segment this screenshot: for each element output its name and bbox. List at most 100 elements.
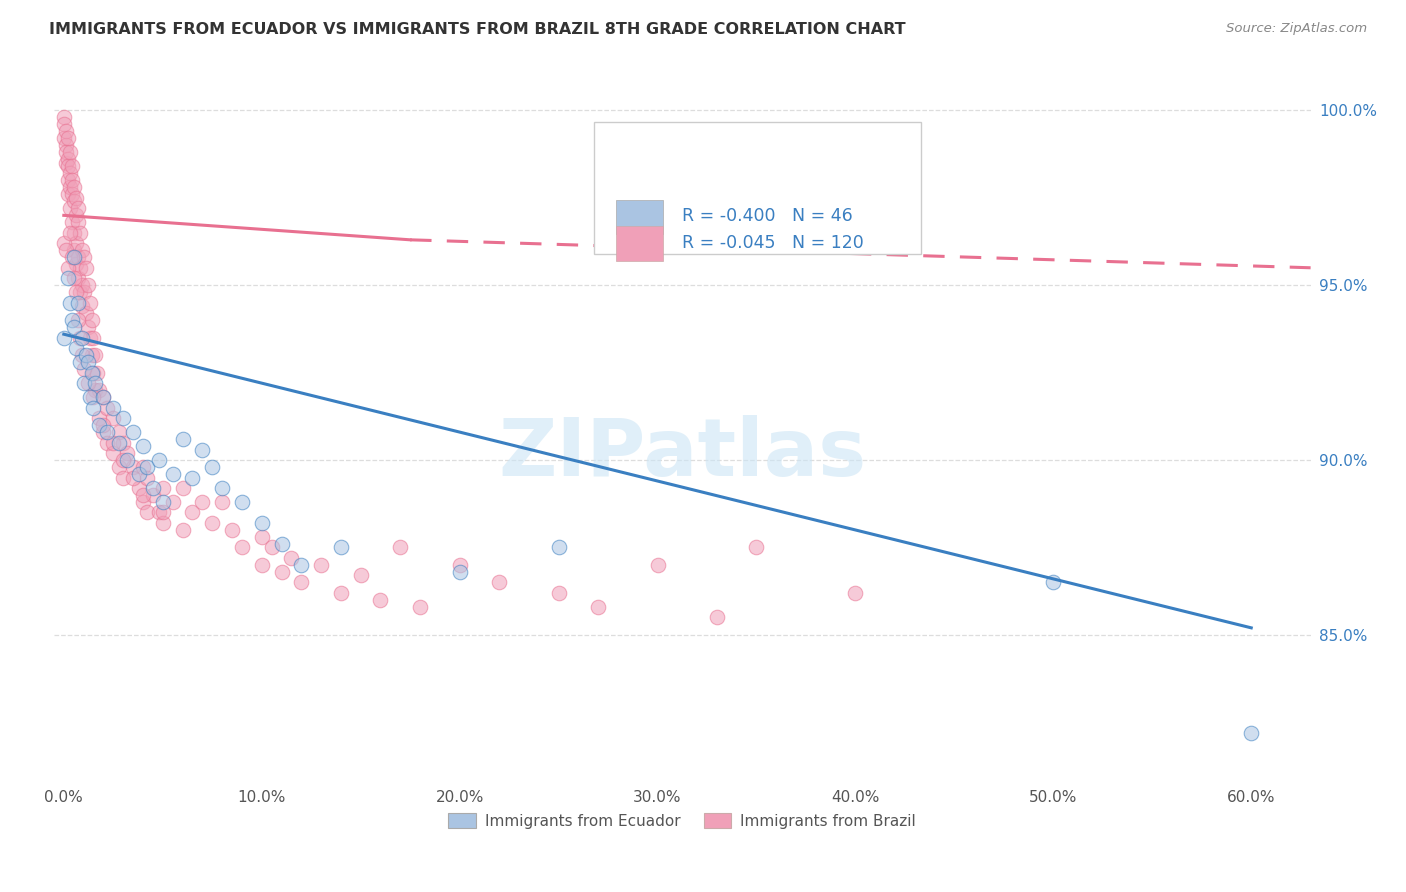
Point [60, 215, 83, 229]
Point [128, 481, 150, 495]
Point [62, 320, 84, 334]
Point [211, 481, 233, 495]
Point [72, 376, 94, 391]
Point [75, 260, 97, 275]
Point [59, 180, 82, 194]
Point [745, 541, 768, 555]
Point [70, 244, 93, 258]
Point [122, 460, 145, 475]
Point [65, 191, 87, 205]
Point [62, 271, 84, 285]
Point [69, 355, 91, 369]
Point [82, 390, 104, 404]
Point [65, 257, 87, 271]
Point [389, 541, 412, 555]
Point [1240, 725, 1263, 739]
Point [409, 599, 432, 614]
Point [59, 202, 82, 216]
Point [148, 506, 170, 520]
Point [231, 541, 253, 555]
Point [96, 435, 118, 450]
Point [181, 506, 204, 520]
Point [201, 516, 224, 530]
Point [80, 366, 103, 380]
Point [647, 558, 669, 572]
Point [56, 153, 79, 167]
Point [280, 550, 302, 565]
Point [59, 295, 82, 310]
Point [547, 586, 569, 600]
Point [250, 530, 273, 544]
Point [65, 208, 87, 222]
Point [93, 418, 115, 433]
Point [96, 425, 118, 439]
Point [449, 565, 471, 579]
Text: R = -0.045   N = 120: R = -0.045 N = 120 [682, 234, 865, 252]
Point [62, 250, 84, 264]
Text: IMMIGRANTS FROM ECUADOR VS IMMIGRANTS FROM BRAZIL 8TH GRADE CORRELATION CHART: IMMIGRANTS FROM ECUADOR VS IMMIGRANTS FR… [49, 22, 905, 37]
Point [191, 495, 214, 509]
Point [76, 376, 98, 391]
Point [56, 271, 79, 285]
Point [350, 568, 373, 582]
Point [221, 523, 243, 537]
Point [112, 470, 135, 484]
Point [60, 160, 83, 174]
Point [172, 481, 194, 495]
Point [70, 299, 93, 313]
Point [162, 467, 184, 481]
Bar [616, 227, 664, 260]
Point [449, 558, 471, 572]
Point [142, 481, 165, 495]
Point [55, 138, 77, 153]
Point [69, 331, 91, 345]
Point [55, 124, 77, 138]
Point [75, 348, 97, 362]
Point [59, 226, 82, 240]
Point [132, 439, 155, 453]
Point [56, 173, 79, 187]
Point [72, 362, 94, 376]
Point [70, 331, 93, 345]
Point [89, 411, 111, 425]
Point [844, 586, 866, 600]
Legend: Immigrants from Ecuador, Immigrants from Brazil: Immigrants from Ecuador, Immigrants from… [443, 806, 922, 835]
Point [132, 460, 155, 475]
Point [231, 495, 253, 509]
Point [181, 470, 204, 484]
Point [66, 215, 89, 229]
Point [79, 390, 101, 404]
Point [84, 348, 107, 362]
Point [56, 187, 79, 202]
Point [89, 418, 111, 433]
Point [250, 516, 273, 530]
Bar [616, 200, 664, 234]
Point [82, 366, 104, 380]
Point [270, 565, 292, 579]
Point [290, 575, 312, 590]
Point [65, 285, 87, 300]
Point [76, 355, 98, 369]
Point [62, 194, 84, 209]
Point [62, 244, 84, 258]
Point [1042, 575, 1064, 590]
Point [211, 495, 233, 509]
Point [128, 467, 150, 481]
Point [547, 541, 569, 555]
Point [59, 166, 82, 180]
Point [201, 460, 224, 475]
Point [115, 453, 138, 467]
Point [103, 435, 125, 450]
Point [136, 460, 159, 475]
Point [112, 453, 135, 467]
Point [70, 278, 93, 293]
Point [80, 348, 103, 362]
Point [586, 599, 609, 614]
Point [122, 470, 145, 484]
Point [55, 244, 77, 258]
Point [62, 226, 84, 240]
Point [52, 118, 75, 132]
Point [96, 401, 118, 415]
Point [82, 401, 104, 415]
Point [55, 145, 77, 160]
